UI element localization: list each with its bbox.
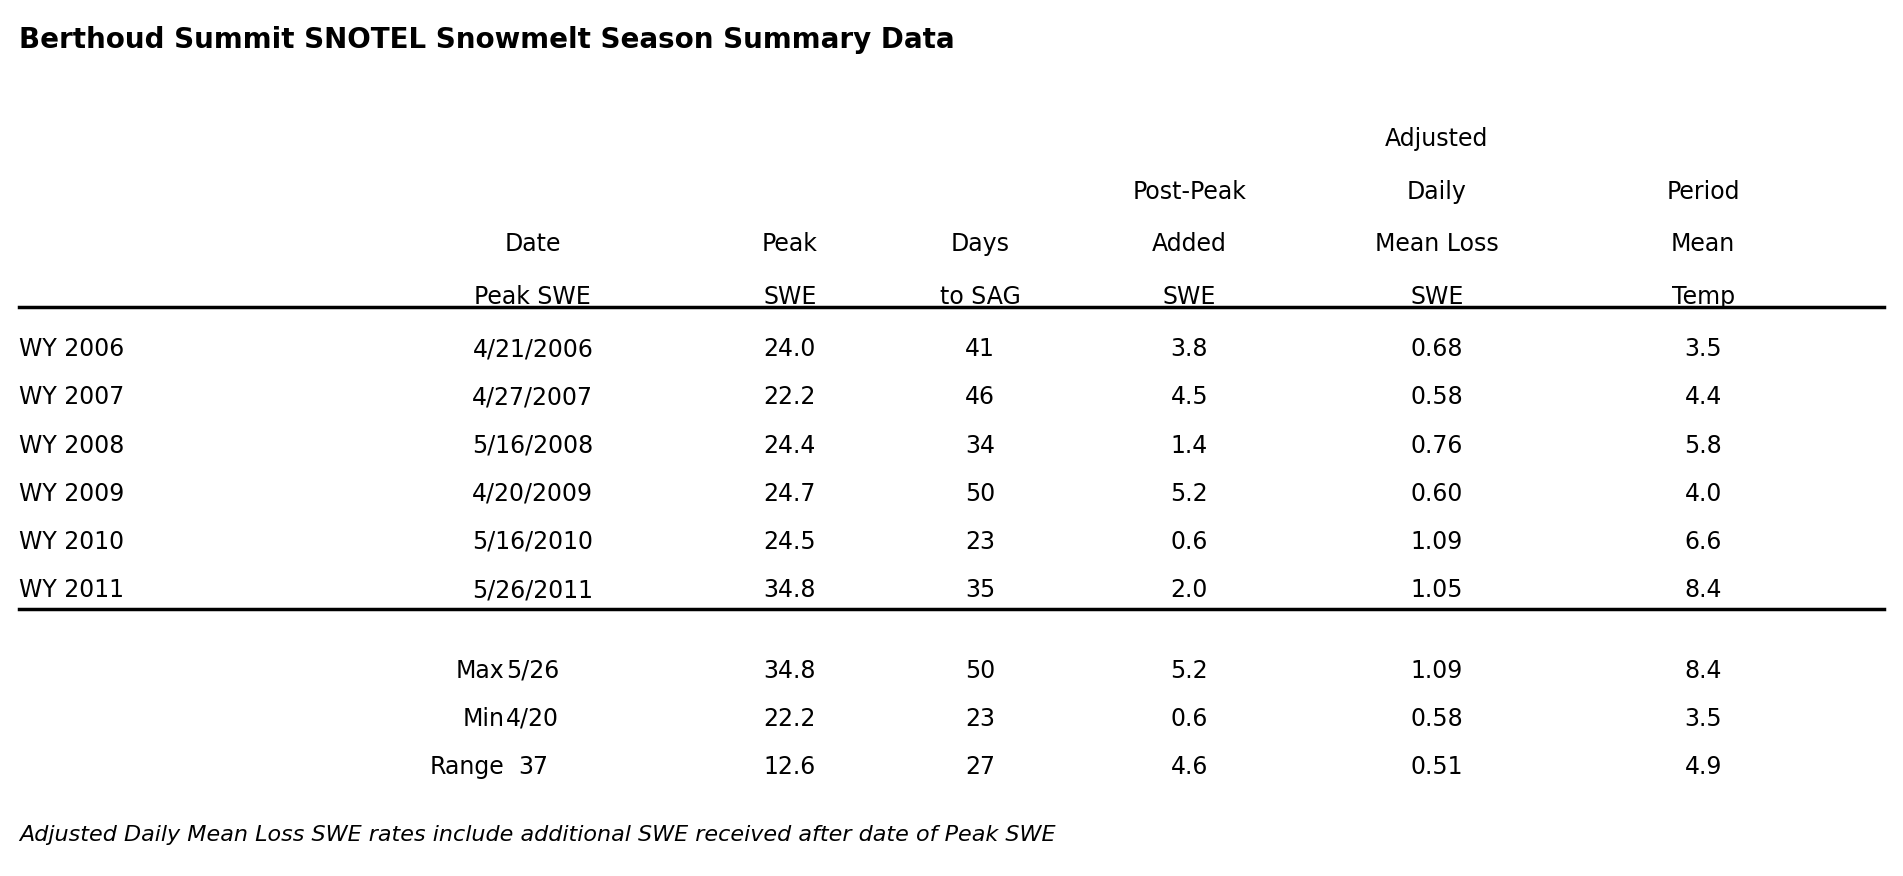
Text: Berthoud Summit SNOTEL Snowmelt Season Summary Data: Berthoud Summit SNOTEL Snowmelt Season S… [19,26,955,54]
Text: Post-Peak: Post-Peak [1132,180,1246,203]
Text: 8.4: 8.4 [1684,659,1722,682]
Text: Max: Max [455,659,504,682]
Text: 23: 23 [965,707,995,731]
Text: 12.6: 12.6 [763,755,816,779]
Text: 0.51: 0.51 [1410,755,1463,779]
Text: 5/26: 5/26 [506,659,559,682]
Text: 5.2: 5.2 [1170,482,1208,505]
Text: 0.68: 0.68 [1410,337,1463,361]
Text: 0.58: 0.58 [1410,385,1463,409]
Text: 3.8: 3.8 [1170,337,1208,361]
Text: 24.0: 24.0 [763,337,816,361]
Text: 1.05: 1.05 [1410,578,1463,602]
Text: WY 2007: WY 2007 [19,385,124,409]
Text: 1.09: 1.09 [1410,530,1463,554]
Text: 4/21/2006: 4/21/2006 [472,337,594,361]
Text: Days: Days [950,232,1010,256]
Text: 6.6: 6.6 [1684,530,1722,554]
Text: 0.6: 0.6 [1170,530,1208,554]
Text: 34: 34 [965,434,995,457]
Text: SWE: SWE [1163,285,1216,308]
Text: 50: 50 [965,659,995,682]
Text: 37: 37 [518,755,548,779]
Text: Min: Min [462,707,504,731]
Text: 23: 23 [965,530,995,554]
Text: 24.4: 24.4 [763,434,816,457]
Text: 5.8: 5.8 [1684,434,1722,457]
Text: Range: Range [430,755,504,779]
Text: Adjusted Daily Mean Loss SWE rates include additional SWE received after date of: Adjusted Daily Mean Loss SWE rates inclu… [19,825,1056,845]
Text: 50: 50 [965,482,995,505]
Text: 5/16/2008: 5/16/2008 [472,434,594,457]
Text: 4.0: 4.0 [1684,482,1722,505]
Text: 34.8: 34.8 [763,659,816,682]
Text: to SAG: to SAG [940,285,1020,308]
Text: 0.58: 0.58 [1410,707,1463,731]
Text: 4.5: 4.5 [1170,385,1208,409]
Text: 2.0: 2.0 [1170,578,1208,602]
Text: 5/26/2011: 5/26/2011 [472,578,594,602]
Text: 5/16/2010: 5/16/2010 [472,530,594,554]
Text: WY 2008: WY 2008 [19,434,124,457]
Text: Mean Loss: Mean Loss [1374,232,1500,256]
Text: WY 2011: WY 2011 [19,578,124,602]
Text: 4.6: 4.6 [1170,755,1208,779]
Text: Daily: Daily [1406,180,1467,203]
Text: 4.4: 4.4 [1684,385,1722,409]
Text: 5.2: 5.2 [1170,659,1208,682]
Text: 0.60: 0.60 [1410,482,1463,505]
Text: 27: 27 [965,755,995,779]
Text: 1.09: 1.09 [1410,659,1463,682]
Text: Added: Added [1151,232,1227,256]
Text: WY 2009: WY 2009 [19,482,124,505]
Text: 34.8: 34.8 [763,578,816,602]
Text: 22.2: 22.2 [763,707,816,731]
Text: 4/20/2009: 4/20/2009 [472,482,594,505]
Text: 1.4: 1.4 [1170,434,1208,457]
Text: 24.7: 24.7 [763,482,816,505]
Text: 0.76: 0.76 [1410,434,1463,457]
Text: WY 2010: WY 2010 [19,530,124,554]
Text: 46: 46 [965,385,995,409]
Text: 0.6: 0.6 [1170,707,1208,731]
Text: 4.9: 4.9 [1684,755,1722,779]
Text: 24.5: 24.5 [763,530,816,554]
Text: 41: 41 [965,337,995,361]
Text: 35: 35 [965,578,995,602]
Text: Peak SWE: Peak SWE [474,285,592,308]
Text: 4/27/2007: 4/27/2007 [472,385,594,409]
Text: Period: Period [1667,180,1739,203]
Text: Peak: Peak [761,232,818,256]
Text: Date: Date [504,232,561,256]
Text: 3.5: 3.5 [1684,337,1722,361]
Text: WY 2006: WY 2006 [19,337,124,361]
Text: SWE: SWE [1410,285,1463,308]
Text: 4/20: 4/20 [506,707,559,731]
Text: 3.5: 3.5 [1684,707,1722,731]
Text: Adjusted: Adjusted [1385,127,1488,151]
Text: 8.4: 8.4 [1684,578,1722,602]
Text: 22.2: 22.2 [763,385,816,409]
Text: SWE: SWE [763,285,816,308]
Text: Temp: Temp [1671,285,1736,308]
Text: Mean: Mean [1671,232,1736,256]
